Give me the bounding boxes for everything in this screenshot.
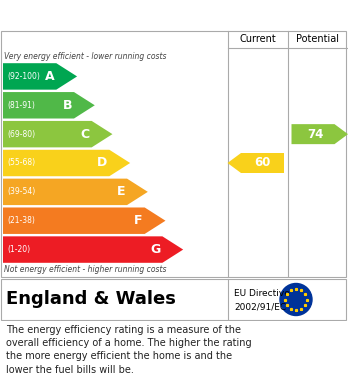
Polygon shape bbox=[3, 150, 130, 176]
Polygon shape bbox=[3, 92, 95, 118]
Text: Energy Efficiency Rating: Energy Efficiency Rating bbox=[8, 7, 218, 23]
Text: 74: 74 bbox=[307, 127, 324, 141]
Text: (1-20): (1-20) bbox=[7, 245, 30, 254]
Text: C: C bbox=[80, 127, 90, 141]
Text: (21-38): (21-38) bbox=[7, 216, 35, 225]
Text: F: F bbox=[134, 214, 143, 227]
Text: D: D bbox=[97, 156, 107, 170]
Text: Very energy efficient - lower running costs: Very energy efficient - lower running co… bbox=[4, 52, 166, 61]
Polygon shape bbox=[3, 121, 112, 147]
Polygon shape bbox=[3, 236, 183, 263]
Text: B: B bbox=[63, 99, 72, 112]
Text: (92-100): (92-100) bbox=[7, 72, 40, 81]
Text: England & Wales: England & Wales bbox=[6, 291, 176, 308]
Polygon shape bbox=[292, 124, 348, 144]
Text: G: G bbox=[150, 243, 160, 256]
Polygon shape bbox=[3, 208, 166, 234]
Text: EU Directive: EU Directive bbox=[234, 289, 290, 298]
Text: 2002/91/EC: 2002/91/EC bbox=[234, 303, 286, 312]
Text: (55-68): (55-68) bbox=[7, 158, 35, 167]
Polygon shape bbox=[3, 179, 148, 205]
Text: Not energy efficient - higher running costs: Not energy efficient - higher running co… bbox=[4, 265, 166, 274]
Text: Current: Current bbox=[240, 34, 276, 44]
Text: The energy efficiency rating is a measure of the
overall efficiency of a home. T: The energy efficiency rating is a measur… bbox=[6, 325, 252, 375]
Text: A: A bbox=[45, 70, 54, 83]
Polygon shape bbox=[228, 153, 284, 173]
Text: Potential: Potential bbox=[296, 34, 339, 44]
Text: 60: 60 bbox=[254, 156, 270, 170]
Circle shape bbox=[280, 283, 312, 316]
Text: E: E bbox=[117, 185, 125, 198]
Text: (69-80): (69-80) bbox=[7, 130, 35, 139]
Text: (39-54): (39-54) bbox=[7, 187, 35, 196]
Polygon shape bbox=[3, 63, 77, 90]
Text: (81-91): (81-91) bbox=[7, 101, 35, 110]
